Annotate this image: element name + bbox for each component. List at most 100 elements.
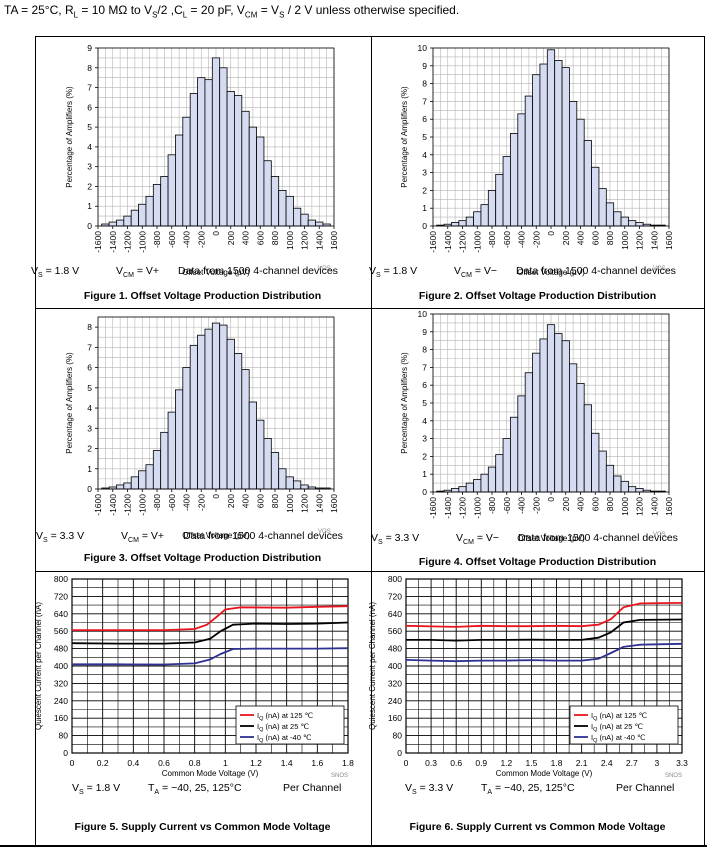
figure-tag: VOS_ (653, 266, 670, 272)
histogram-bar (256, 419, 265, 490)
histogram-bar (152, 450, 162, 490)
y-tick-label: 9 (87, 43, 92, 53)
histogram-bar (204, 79, 213, 227)
histogram-bar (123, 215, 132, 227)
page-bottom-rule (0, 845, 707, 847)
histogram-bar (123, 482, 132, 490)
x-tick-label: 0.6 (158, 758, 170, 768)
histogram-bar (182, 116, 191, 227)
x-tick-label: 1.6 (311, 758, 323, 768)
y-tick-label: 4 (422, 150, 427, 160)
histogram-bar (307, 219, 316, 227)
x-tick-label: -400 (517, 497, 527, 514)
x-tick-label: 3.3 (676, 758, 688, 768)
figure-5-conditions: VS = 1.8 V TA = −40, 25, 125°C Per Channel (72, 782, 342, 797)
x-tick-label: -1400 (443, 497, 453, 519)
histogram-bar (175, 389, 184, 490)
x-tick-label: 2.1 (576, 758, 588, 768)
y-tick-label: 6 (422, 114, 427, 124)
histogram-bar (451, 222, 460, 227)
figure-3-conditions: VS = 3.3 V VCM = V+ Data from 1500 4-chann… (36, 530, 343, 545)
histogram-bar (465, 482, 474, 493)
x-tick-label: 1200 (635, 497, 645, 516)
histogram-bar (583, 140, 592, 227)
y-tick-label: 3 (422, 434, 427, 444)
histogram-bar (241, 369, 250, 490)
y-tick-label: 5 (87, 383, 92, 393)
histogram-bar (315, 221, 324, 227)
x-tick-label: 1000 (285, 231, 295, 250)
y-tick-label: 320 (388, 678, 402, 688)
y-tick-label: 5 (422, 398, 427, 408)
histogram-bar (219, 324, 228, 490)
y-tick-label: 160 (54, 713, 68, 723)
histogram-bar (189, 93, 198, 227)
histogram-bar (300, 484, 309, 490)
legend-label-symbol: I (257, 711, 259, 720)
legend-label: IQ (nA) at 25 ℃ (591, 722, 643, 733)
x-tick-label: 400 (576, 497, 586, 511)
figure-tag: SNOS (331, 773, 348, 779)
histogram-bar (569, 363, 578, 493)
x-tick-label: 200 (561, 497, 571, 511)
series-line (405, 602, 683, 628)
x-tick-label: -800 (487, 497, 497, 514)
x-axis-label: Offset Voltage (µV) (182, 531, 250, 540)
y-tick-label: 0 (422, 221, 427, 231)
x-tick-label: 800 (605, 231, 615, 245)
histogram-bar (576, 118, 585, 227)
histogram-bar (532, 74, 541, 227)
y-tick-label: 3 (422, 168, 427, 178)
x-tick-label: 1400 (649, 497, 659, 516)
histogram-bar (591, 432, 600, 493)
x-tick-label: -200 (196, 494, 206, 511)
series-line (405, 642, 683, 663)
histogram-bar (561, 67, 570, 227)
x-tick-label: -200 (531, 231, 541, 248)
histogram-bar (145, 195, 154, 227)
x-tick-label: -800 (152, 231, 162, 248)
x-tick-label: -600 (502, 497, 512, 514)
histogram-bar (480, 473, 489, 493)
histogram-bar (458, 486, 467, 493)
x-tick-label: 1 (223, 758, 228, 768)
histogram-bar (495, 454, 504, 493)
histogram-bar (502, 156, 511, 227)
y-tick-label: 10 (418, 43, 428, 53)
histogram-bar (138, 203, 147, 227)
histogram-bar (620, 480, 629, 493)
histogram-bar (510, 133, 519, 227)
histogram-bar (539, 338, 548, 493)
histogram-bar (605, 202, 615, 227)
y-tick-label: 7 (422, 362, 427, 372)
histogram-bar (635, 488, 644, 493)
histogram-bar (613, 211, 622, 227)
histogram-bar (569, 101, 578, 227)
histogram-bar (248, 126, 257, 227)
y-axis-label: Percentage of Amplifiers (%) (400, 86, 409, 188)
x-tick-label: 1000 (620, 231, 630, 250)
figure-1-caption: Figure 1. Offset Voltage Production Dist… (83, 290, 322, 302)
figure-tag: SNOS (665, 773, 682, 779)
y-tick-label: 640 (54, 609, 68, 619)
x-tick-label: -200 (196, 231, 206, 248)
figure-5-svg: 0 80 160 240 320 400 480 560 640 720 800 0 0.2 0.4 0.6… (34, 574, 354, 779)
y-tick-label: 400 (54, 661, 68, 671)
y-tick-label: 480 (388, 644, 402, 654)
figure-2-svg: 0 1 2 3 4 5 6 7 8 9 10 -1600 -1400 -1200 -1000 -800 -600… (400, 43, 674, 277)
x-tick-label: 1400 (649, 231, 659, 250)
histogram-bar (285, 195, 294, 227)
grid-divider-row1 (36, 308, 704, 309)
histogram-bar (473, 211, 482, 227)
x-tick-label: 600 (590, 231, 600, 245)
legend-label-suffix: (nA) at -40 ℃ (597, 733, 646, 742)
y-tick-label: 400 (388, 661, 402, 671)
x-tick-label: -1400 (108, 494, 118, 516)
histogram-bar (256, 136, 265, 227)
x-tick-label: 200 (226, 231, 236, 245)
y-tick-label: 9 (422, 327, 427, 337)
y-tick-label: 3 (87, 423, 92, 433)
x-tick-label: -1200 (123, 231, 133, 253)
y-tick-label: 240 (388, 696, 402, 706)
histogram-bar (116, 484, 125, 490)
